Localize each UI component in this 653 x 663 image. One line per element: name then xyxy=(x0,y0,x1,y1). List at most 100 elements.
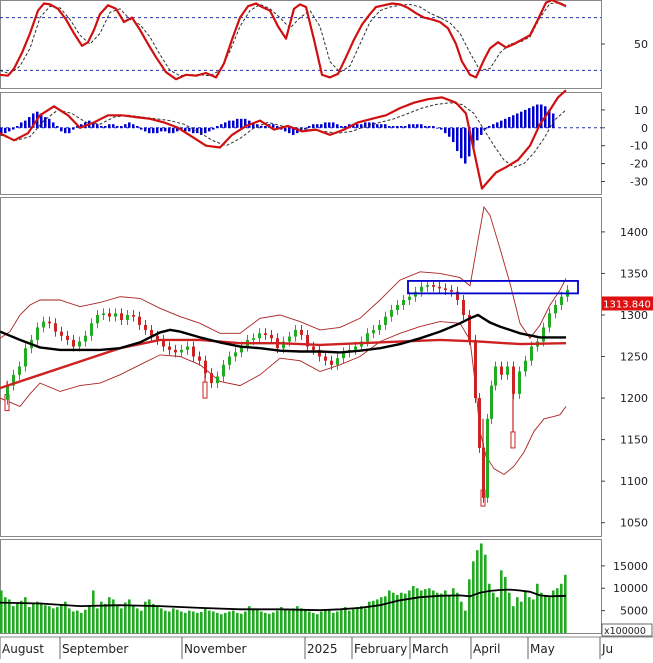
volume-bar xyxy=(8,599,11,633)
volume-bar xyxy=(360,606,363,633)
volume-bar xyxy=(464,610,467,633)
macd-histogram-bar xyxy=(172,127,175,134)
volume-bar xyxy=(552,590,555,633)
macd-histogram-bar xyxy=(152,127,155,134)
candle-body xyxy=(288,336,291,342)
volume-bar xyxy=(484,554,487,633)
macd-histogram-bar xyxy=(200,127,203,135)
candle-body xyxy=(258,333,261,339)
volume-bar xyxy=(120,608,123,633)
candle-body xyxy=(180,349,183,353)
candle-body xyxy=(354,346,357,350)
price-tick-label: 1200 xyxy=(620,392,648,405)
volume-bar xyxy=(516,597,519,633)
price-tick-label: 1050 xyxy=(620,517,648,530)
volume-bar xyxy=(356,607,359,633)
macd-histogram-bar xyxy=(236,118,239,128)
volume-bar xyxy=(332,612,335,633)
date-axis-label: November xyxy=(184,642,246,656)
volume-bar xyxy=(196,612,199,633)
macd-histogram-bar xyxy=(424,126,427,128)
candle-body xyxy=(530,346,533,361)
candle-body xyxy=(210,373,213,384)
volume-bar xyxy=(404,593,407,633)
macd-histogram-bar xyxy=(140,127,143,130)
candle-body xyxy=(560,296,563,306)
volume-bar xyxy=(136,608,139,633)
macd-histogram-bar xyxy=(192,127,195,134)
moving-average-mid xyxy=(0,313,566,354)
candle-spike-body xyxy=(510,431,516,449)
macd-histogram-bar xyxy=(404,126,407,128)
macd-tick-label: -10 xyxy=(630,140,648,153)
volume-bar xyxy=(72,611,75,633)
macd-histogram-bar xyxy=(108,124,111,128)
candle-body xyxy=(66,335,69,340)
volume-bar xyxy=(224,612,227,633)
volume-bar xyxy=(84,609,87,633)
macd-histogram-bar xyxy=(80,124,83,128)
candle-body xyxy=(234,352,237,357)
volume-bar xyxy=(520,601,523,633)
macd-histogram-bar xyxy=(408,124,411,128)
volume-bar xyxy=(500,570,503,633)
volume-bar xyxy=(436,592,439,633)
volume-bar xyxy=(68,608,71,633)
candle-body xyxy=(60,331,63,336)
volume-bar xyxy=(420,590,423,633)
candle-body xyxy=(78,341,81,347)
volume-bar xyxy=(288,610,291,633)
volume-bar xyxy=(292,608,295,633)
volume-bar xyxy=(168,611,171,633)
volume-bar xyxy=(548,597,551,633)
volume-bar xyxy=(240,613,243,633)
macd-histogram-bar xyxy=(120,126,123,128)
volume-bar xyxy=(312,612,315,633)
candle-body xyxy=(342,352,345,359)
volume-bar xyxy=(20,600,23,633)
macd-histogram-bar xyxy=(212,127,215,130)
macd-histogram-bar xyxy=(472,127,475,148)
candle-body xyxy=(396,305,399,310)
candle-body xyxy=(204,360,207,374)
candle-body xyxy=(216,376,219,384)
bollinger-lower-band xyxy=(0,321,567,476)
volume-bar xyxy=(128,599,131,633)
macd-histogram-bar xyxy=(508,117,511,128)
macd-histogram-bar xyxy=(552,113,555,128)
volume-bar xyxy=(228,611,231,633)
macd-histogram-bar xyxy=(12,127,15,130)
macd-histogram-bar xyxy=(384,124,387,128)
macd-histogram-bar xyxy=(312,124,315,128)
price-tick-label: 1150 xyxy=(620,434,648,447)
macd-histogram-bar xyxy=(360,124,363,128)
macd-histogram-bar xyxy=(300,127,303,132)
candle-body xyxy=(478,398,481,448)
macd-histogram-bar xyxy=(376,124,379,128)
price-panel: 1400 1350 1300 1250 1200 1150 1100 1050 1313.840 xyxy=(0,197,653,537)
volume-bar xyxy=(372,600,375,633)
volume-bar xyxy=(180,611,183,633)
volume-bar xyxy=(116,606,119,633)
price-tick-label: 1100 xyxy=(620,475,648,488)
volume-bar xyxy=(64,601,67,633)
volume-bar xyxy=(260,611,263,633)
volume-bar xyxy=(456,592,459,633)
candle-body xyxy=(336,358,339,365)
volume-bar xyxy=(444,590,447,633)
macd-histogram-bar xyxy=(56,126,59,128)
macd-histogram-bar xyxy=(452,127,455,143)
volume-bar xyxy=(532,599,535,633)
price-tick-label: 1300 xyxy=(620,309,648,322)
volume-bar xyxy=(284,609,287,633)
macd-histogram-bar xyxy=(476,127,479,141)
macd-histogram-bar xyxy=(132,124,135,128)
volume-bar xyxy=(280,607,283,633)
candle-body xyxy=(542,327,545,342)
price-frame xyxy=(0,197,602,537)
volume-bar xyxy=(408,590,411,633)
macd-histogram-bar xyxy=(124,124,127,128)
macd-histogram-bar xyxy=(396,126,399,128)
candle-body xyxy=(294,329,297,337)
